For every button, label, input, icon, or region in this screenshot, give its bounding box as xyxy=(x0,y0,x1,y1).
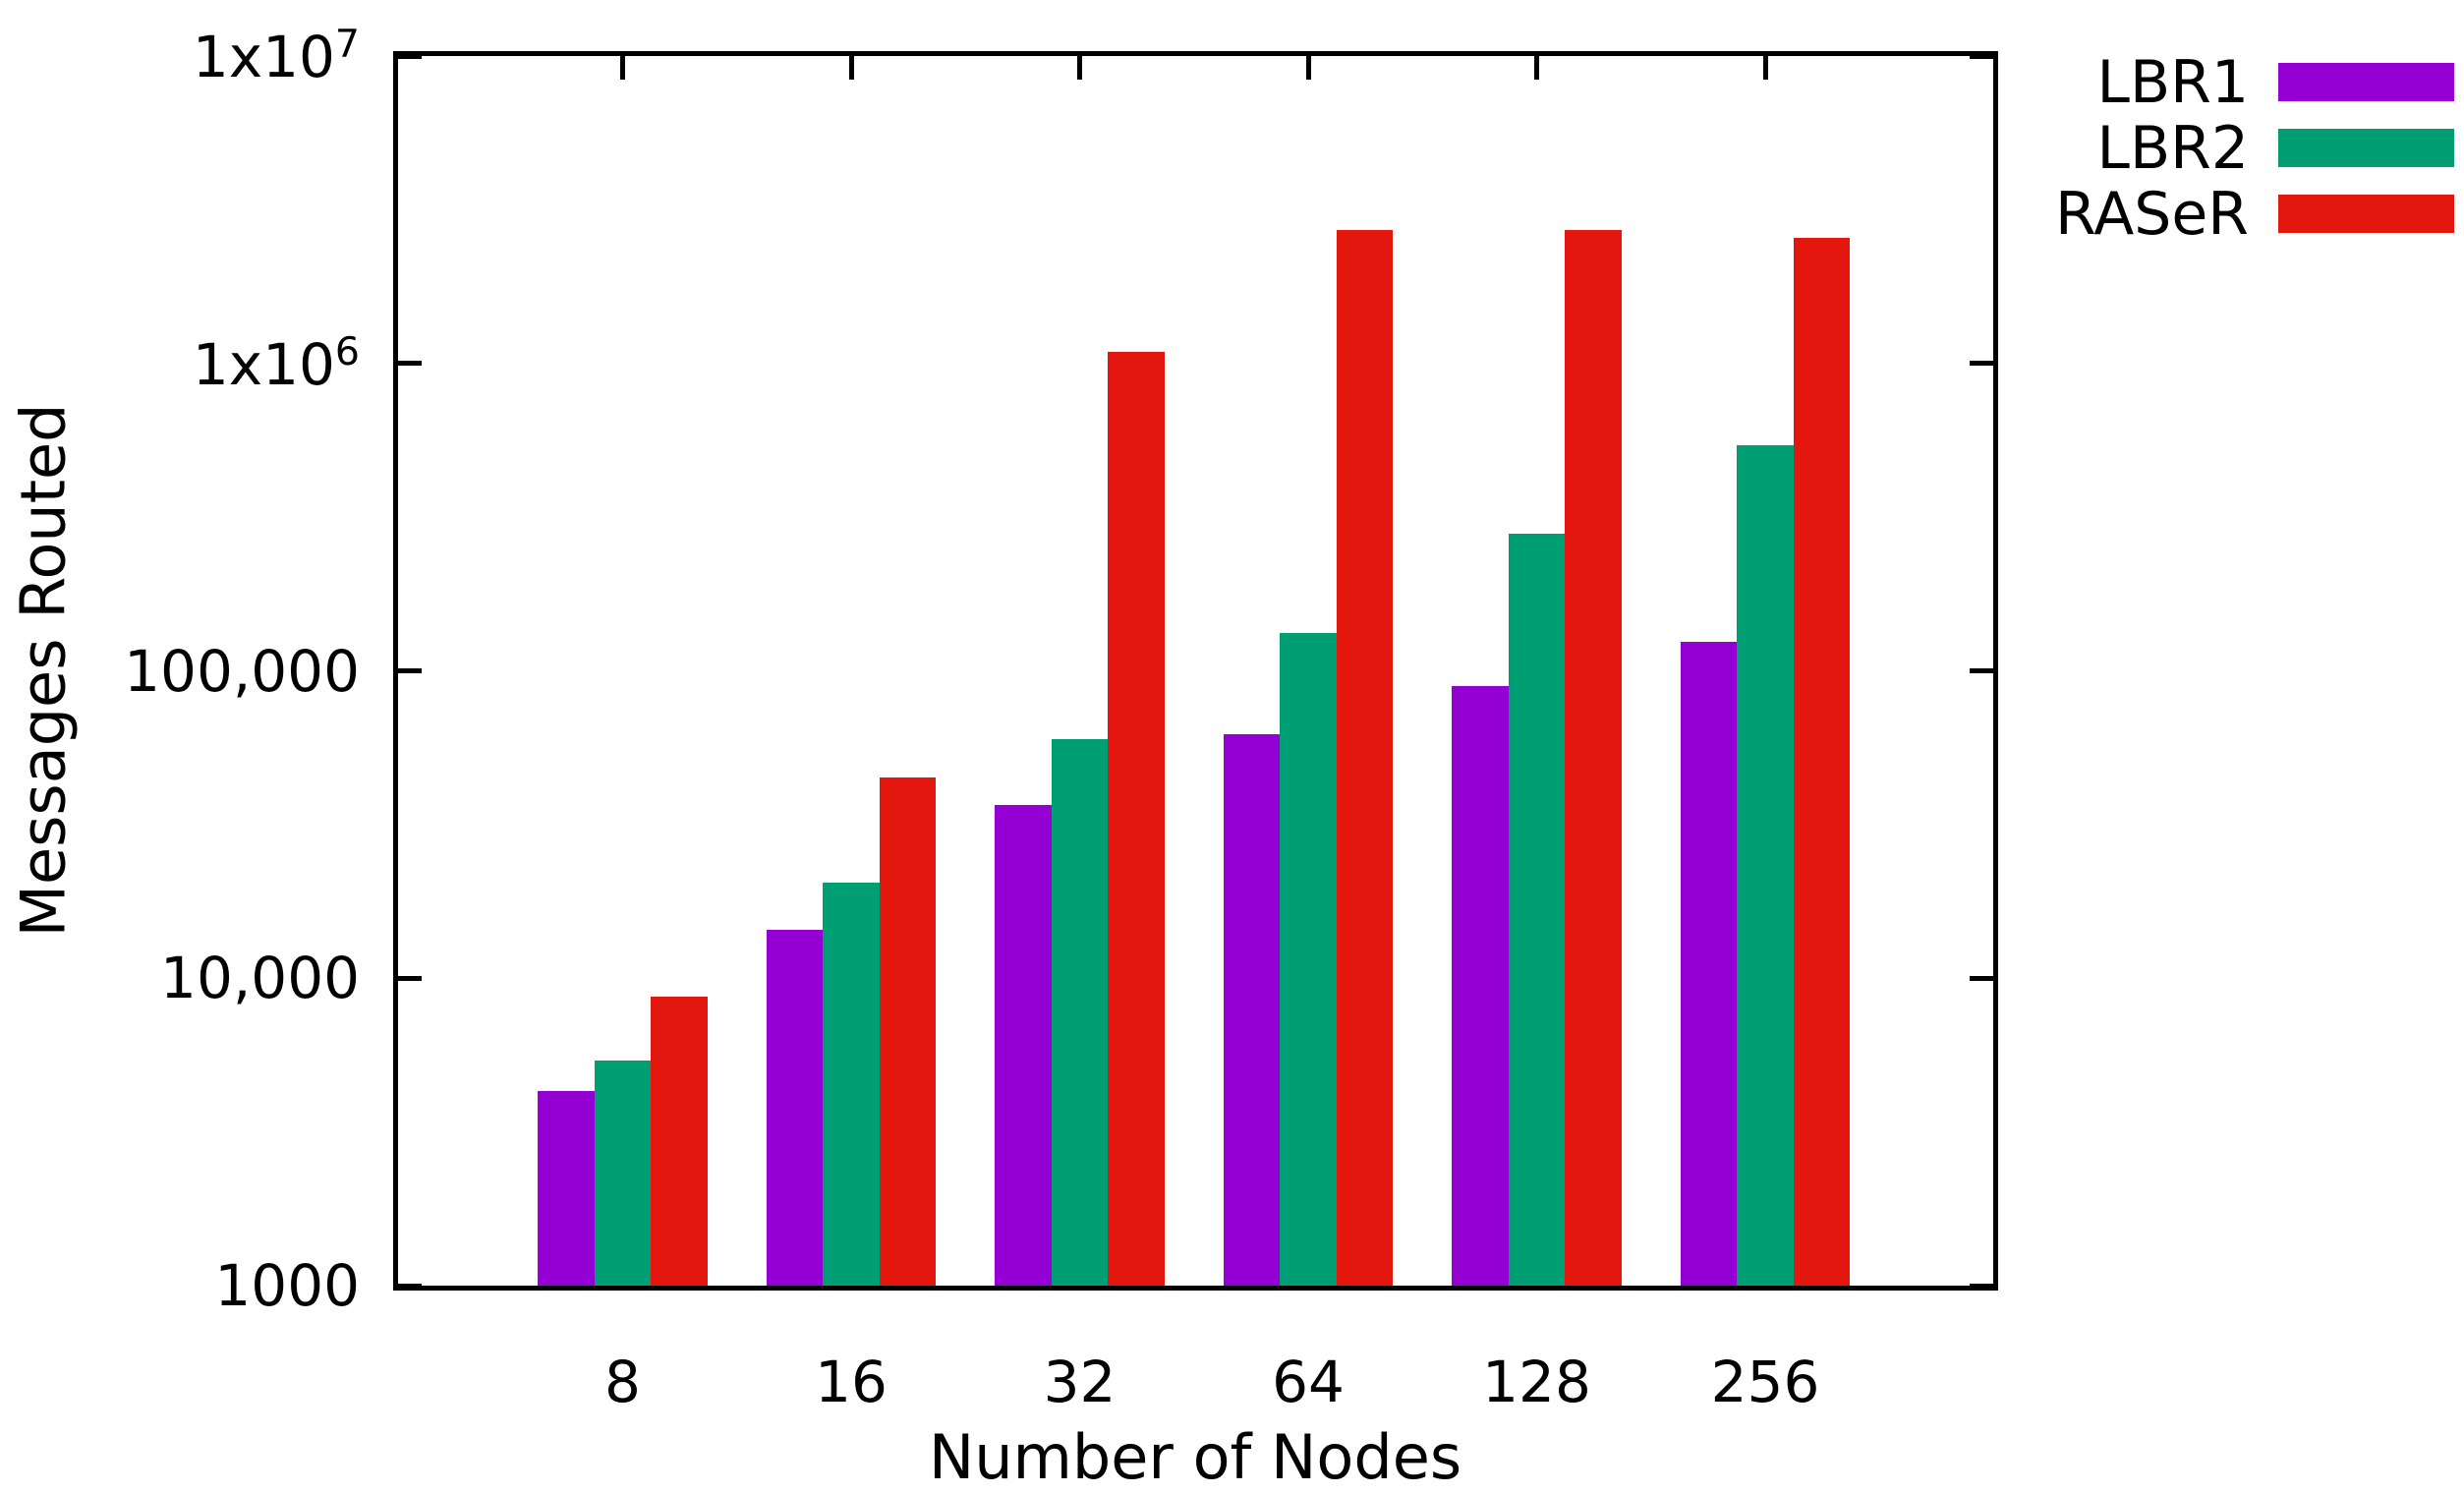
x-tick-top xyxy=(1077,56,1082,80)
bar-RASeR-8 xyxy=(651,997,708,1286)
legend-row-LBR2: LBR2 xyxy=(2055,113,2454,183)
y-tick-right xyxy=(1970,668,1993,673)
x-tick-label-64: 64 xyxy=(1272,1349,1345,1415)
bar-LBR2-128 xyxy=(1508,533,1566,1286)
x-tick-label-32: 32 xyxy=(1043,1349,1117,1415)
legend-row-LBR1: LBR1 xyxy=(2055,47,2454,117)
legend-swatch-RASeR xyxy=(2278,195,2454,233)
bar-LBR2-256 xyxy=(1737,445,1794,1286)
legend-label-LBR1: LBR1 xyxy=(2096,47,2249,117)
legend-row-RASeR: RASeR xyxy=(2055,179,2454,249)
y-tick-right xyxy=(1970,53,1993,59)
bar-RASeR-32 xyxy=(1108,352,1165,1286)
y-tick-left xyxy=(398,1283,422,1289)
bar-LBR1-256 xyxy=(1680,642,1738,1286)
x-tick-label-128: 128 xyxy=(1482,1349,1591,1415)
bar-RASeR-256 xyxy=(1793,238,1851,1286)
y-tick-left xyxy=(398,361,422,367)
x-tick-top xyxy=(1305,56,1311,80)
bar-LBR1-64 xyxy=(1223,734,1281,1286)
x-tick-top xyxy=(620,56,625,80)
bar-LBR2-32 xyxy=(1051,738,1109,1286)
x-axis-title: Number of Nodes xyxy=(928,1421,1462,1493)
x-tick-top xyxy=(1762,56,1768,80)
x-tick-top xyxy=(848,56,854,80)
y-tick-right xyxy=(1970,975,1993,981)
bar-LBR2-64 xyxy=(1280,632,1337,1286)
y-tick-label: 10,000 xyxy=(160,945,360,1012)
x-tick-label-8: 8 xyxy=(604,1349,641,1415)
legend-label-RASeR: RASeR xyxy=(2055,179,2249,249)
legend-swatch-LBR2 xyxy=(2278,129,2454,167)
y-tick-left xyxy=(398,53,422,59)
legend-swatch-LBR1 xyxy=(2278,63,2454,101)
bar-RASeR-128 xyxy=(1565,230,1622,1286)
x-tick-top xyxy=(1534,56,1539,80)
y-tick-left xyxy=(398,668,422,673)
bar-RASeR-16 xyxy=(879,776,937,1286)
legend: LBR1 LBR2 RASeR xyxy=(2055,47,2454,249)
bar-LBR2-8 xyxy=(594,1060,652,1286)
bar-LBR1-128 xyxy=(1452,686,1509,1286)
bar-LBR1-32 xyxy=(995,805,1052,1286)
y-tick-label: 1000 xyxy=(214,1252,360,1319)
y-tick-label: 100,000 xyxy=(124,637,360,705)
bar-RASeR-64 xyxy=(1336,229,1394,1286)
y-tick-right xyxy=(1970,1283,1993,1289)
bar-LBR1-8 xyxy=(538,1090,595,1286)
x-tick-label-16: 16 xyxy=(815,1349,888,1415)
y-tick-right xyxy=(1970,361,1993,367)
x-tick-label-256: 256 xyxy=(1710,1349,1820,1415)
y-tick-label: 1x107 xyxy=(192,21,360,91)
y-tick-left xyxy=(398,975,422,981)
legend-label-LBR2: LBR2 xyxy=(2096,113,2249,183)
bar-LBR2-16 xyxy=(823,882,880,1286)
bar-LBR1-16 xyxy=(766,929,824,1286)
plot-area xyxy=(393,51,1998,1291)
y-tick-label: 1x106 xyxy=(192,328,360,398)
